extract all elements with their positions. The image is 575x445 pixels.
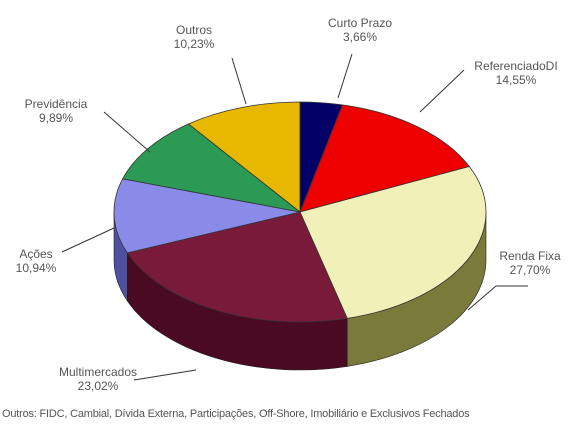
pie-leader-line [232,58,246,104]
pie-label-name: Ações [19,247,52,261]
pie-label-value: 23,02% [78,379,119,393]
pie-label-name: Previdência [25,97,88,111]
pie-label-name: Outros [176,23,212,37]
pie-leader-line [104,112,150,152]
pie-leader-line [134,370,196,380]
pie-leader-line [338,54,352,98]
chart-footnote: Outros: FIDC, Cambial, Dívida Externa, P… [2,408,472,421]
pie-label-value: 3,66% [343,30,377,44]
pie-label-value: 27,70% [510,263,551,277]
pie-label-value: 10,94% [16,261,57,275]
pie-label-value: 9,89% [39,111,73,125]
pie-label-name: ReferenciadoDI [474,59,557,73]
pie-label-value: 14,55% [496,73,537,87]
pie-leader-line [62,228,114,252]
pie-label-name: Multimercados [59,365,137,379]
pie-label-name: Renda Fixa [499,249,561,263]
pie-label-name: Curto Prazo [328,16,392,30]
pie-label-value: 10,23% [174,37,215,51]
pie-leader-line [420,70,464,112]
